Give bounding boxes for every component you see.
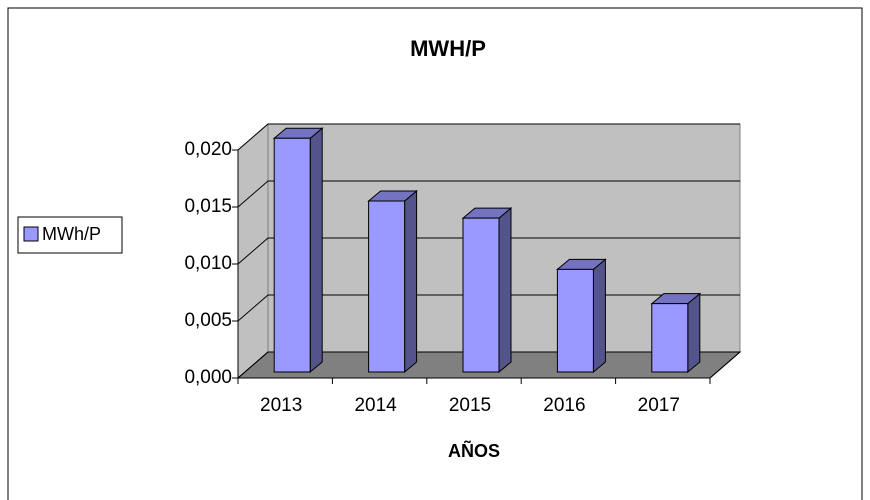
bar-side	[498, 207, 512, 374]
grid-line	[237, 237, 740, 265]
y-tick-label: 0,005	[184, 310, 232, 331]
legend-label: MWh/P	[42, 224, 101, 244]
x-tick-label: 2016	[543, 395, 585, 416]
bar	[367, 189, 418, 374]
legend-swatch	[23, 226, 39, 242]
bar-side	[687, 292, 701, 374]
x-tick-label: 2013	[260, 395, 302, 416]
x-tick-label: 2017	[638, 395, 680, 416]
bar-front	[273, 137, 311, 373]
x-axis-title: AÑOS	[448, 440, 500, 461]
bar-front	[462, 217, 500, 373]
bar	[650, 292, 702, 374]
x-tick-label: 2014	[354, 395, 397, 416]
y-tick-label: 0,020	[184, 139, 232, 160]
bar-side	[404, 189, 418, 374]
bar	[556, 258, 607, 374]
grid-line	[237, 180, 740, 208]
chart-title: MWH/P	[410, 36, 486, 61]
grid-line	[237, 123, 740, 151]
y-tick-label: 0,010	[184, 253, 232, 274]
bar-side	[309, 127, 323, 374]
bar-front	[556, 268, 594, 373]
bar-front	[368, 200, 406, 373]
bar	[461, 207, 513, 374]
y-tick-label: 0,015	[184, 196, 232, 217]
chart-border	[7, 7, 863, 500]
bar-side	[592, 258, 606, 374]
x-tick-label: 2015	[449, 395, 491, 416]
y-tick-label: 0,000	[184, 367, 232, 388]
bar	[272, 127, 324, 374]
bar-front	[651, 303, 689, 373]
